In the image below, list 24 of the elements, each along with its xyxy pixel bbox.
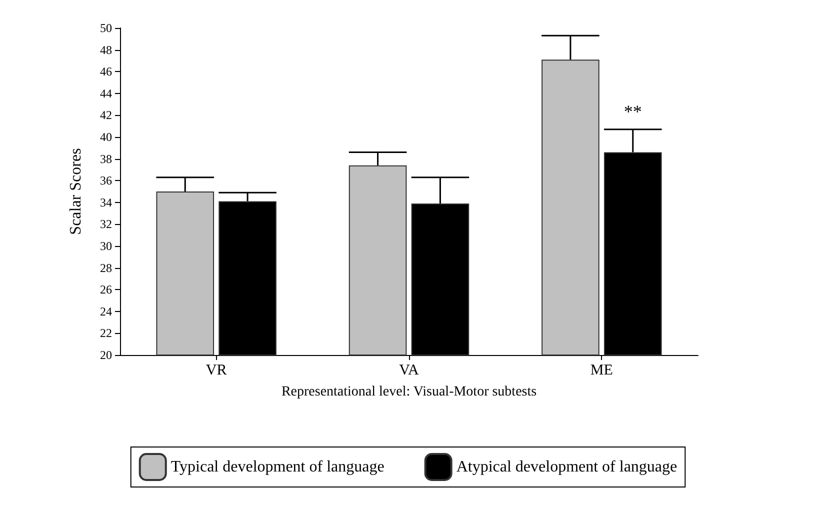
x-axis-title: Representational level: Visual-Motor subtests	[281, 384, 537, 400]
y-tick-label: 44	[100, 86, 112, 100]
y-tick-label: 50	[100, 21, 112, 35]
y-tick-label: 46	[100, 64, 112, 79]
legend-label: Typical development of language	[170, 458, 384, 476]
y-tick-label: 20	[100, 348, 112, 362]
y-tick-label: 36	[100, 174, 112, 188]
y-tick-label: 40	[100, 130, 112, 144]
y-axis-title: Scalar Scores	[68, 148, 84, 235]
y-tick-label: 34	[100, 195, 112, 210]
x-tick-label: VR	[206, 362, 227, 378]
y-tick-label: 28	[100, 260, 112, 275]
y-tick-label: 48	[100, 42, 112, 57]
y-tick-label: 32	[100, 217, 112, 232]
legend-label: Atypical development of language	[456, 458, 678, 476]
x-tick-label: VA	[399, 362, 420, 378]
y-tick-label: 26	[100, 282, 112, 297]
annotation: **	[624, 102, 642, 122]
y-tick-label: 30	[100, 239, 112, 253]
x-tick-label: ME	[590, 362, 613, 378]
y-tick-label: 22	[100, 326, 112, 340]
y-tick-label: 24	[100, 304, 112, 318]
y-tick-label: 38	[100, 152, 112, 166]
y-tick-label: 42	[100, 108, 112, 122]
